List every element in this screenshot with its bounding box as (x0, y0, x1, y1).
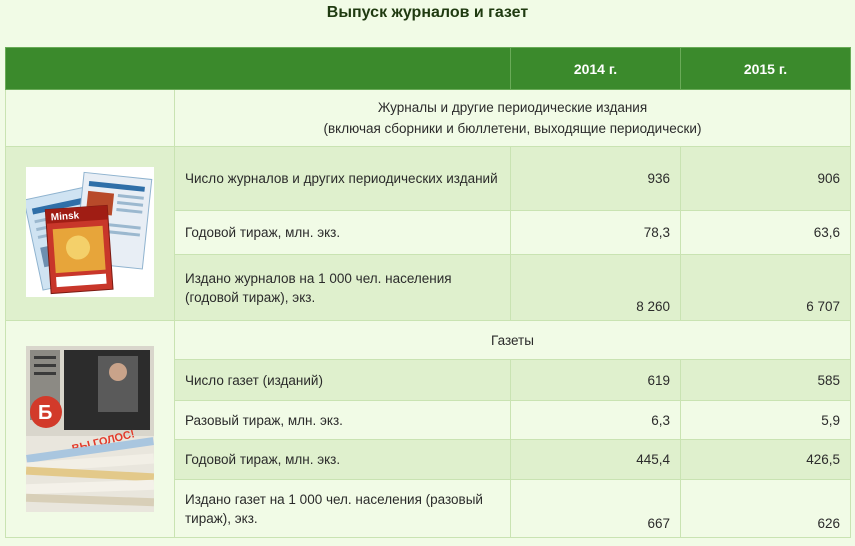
value-2015: 6 707 (680, 254, 851, 321)
column-header-2014: 2014 г. (510, 47, 681, 90)
table-row: Разовый тираж, млн. экз. 6,3 5,9 (6, 400, 851, 440)
row-label: Издано газет на 1 000 чел. населения (ра… (174, 479, 511, 538)
row-label: Годовой тираж, млн. экз. (174, 210, 511, 255)
value-2014: 619 (510, 359, 681, 401)
magazines-image-cell: Minsk (5, 146, 175, 321)
newspapers-section-heading-row: Б ВЫ ГОЛОС! Газеты (5, 320, 851, 538)
magazines-section-heading: Журналы и другие периодические издания (… (174, 89, 851, 147)
value-2015: 585 (680, 359, 851, 401)
value-2015: 5,9 (680, 400, 851, 440)
column-header-2015: 2015 г. (680, 47, 851, 90)
newspapers-section-heading: Газеты (174, 320, 851, 360)
newspapers-image: Б ВЫ ГОЛОС! (25, 345, 155, 512)
value-2015: 906 (680, 146, 851, 211)
magazines-heading-line2: (включая сборники и бюллетени, выходящие… (323, 121, 702, 136)
row-label: Годовой тираж, млн. экз. (174, 439, 511, 480)
row-label: Разовый тираж, млн. экз. (174, 400, 511, 440)
header-empty-cell (5, 47, 511, 90)
empty-cell (5, 89, 175, 147)
magazines-section-heading-row: Журналы и другие периодические издания (… (5, 89, 851, 147)
magazines-heading-line1: Журналы и другие периодические издания (377, 100, 648, 115)
row-label: Число журналов и других периодических из… (174, 146, 511, 211)
row-label: Издано журналов на 1 000 чел. населения … (174, 254, 511, 321)
magazines-image: Minsk (23, 167, 154, 297)
value-2014: 936 (510, 146, 681, 211)
value-2014: 6,3 (510, 400, 681, 440)
table-row: Годовой тираж, млн. экз. 78,3 63,6 (6, 210, 851, 255)
value-2014: 445,4 (510, 439, 681, 480)
magazine-cover-title: Minsk (50, 210, 79, 223)
value-2015: 426,5 (680, 439, 851, 480)
newspapers-image-cell: Б ВЫ ГОЛОС! (5, 320, 175, 538)
table-row: Издано журналов на 1 000 чел. населения … (6, 254, 851, 321)
value-2014: 8 260 (510, 254, 681, 321)
magazines-illustration: Minsk (23, 167, 154, 297)
table-header-row: 2014 г. 2015 г. (5, 47, 851, 90)
row-label: Число газет (изданий) (174, 359, 511, 401)
value-2014: 667 (510, 479, 681, 538)
table-row: Число газет (изданий) 619 585 (6, 359, 851, 401)
newspapers-illustration: Б ВЫ ГОЛОС! (25, 345, 155, 512)
value-2014: 78,3 (510, 210, 681, 255)
page-title: Выпуск журналов и газет (326, 4, 529, 21)
table-row: Издано газет на 1 000 чел. населения (ра… (6, 479, 851, 538)
svg-text:Б: Б (38, 402, 52, 424)
publications-table: 2014 г. 2015 г. Журналы и другие периоди… (5, 47, 851, 538)
value-2015: 626 (680, 479, 851, 538)
table-row: Minsk Число журналов и других периодичес… (5, 146, 851, 321)
value-2015: 63,6 (680, 210, 851, 255)
